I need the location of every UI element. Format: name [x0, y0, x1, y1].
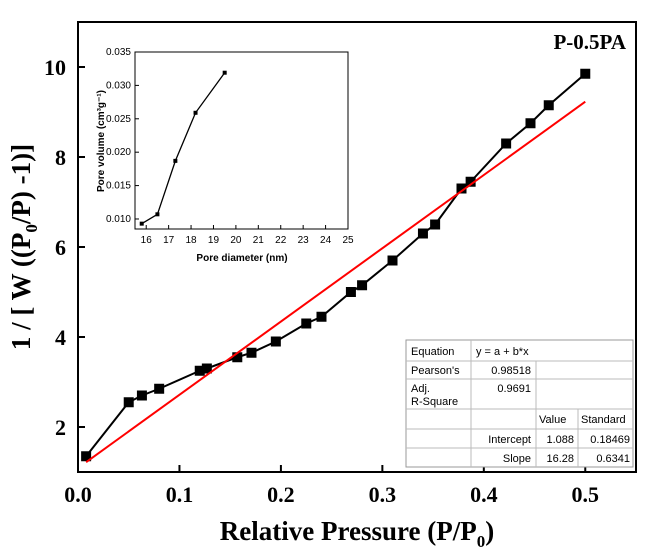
inset-x-tick-label: 22 — [275, 235, 287, 246]
fit-equation-label: Equation — [411, 346, 454, 358]
inset-y-tick-label: 0.010 — [106, 214, 131, 225]
main-x-axis-title: Relative Pressure (P/P0) — [220, 516, 494, 548]
inset-x-tick-label: 20 — [230, 235, 242, 246]
inset-y-tick-label: 0.025 — [106, 114, 131, 125]
inset-y-ticks: 0.010 0.015 0.020 0.025 0.030 0.035 — [106, 47, 139, 225]
main-y-tick-label: 6 — [55, 235, 66, 260]
main-y-tick-label: 10 — [44, 55, 66, 80]
inset-x-tick-label: 25 — [342, 235, 354, 246]
inset-x-tick-label: 18 — [185, 235, 197, 246]
inset-x-tick-label: 16 — [141, 235, 153, 246]
inset-y-tick-label: 0.015 — [106, 181, 131, 192]
fit-col-value: Value — [539, 414, 566, 426]
fit-adj-label-1: Adj. — [411, 383, 430, 395]
inset-x-tick-label: 17 — [163, 235, 175, 246]
main-data-point — [136, 390, 147, 401]
inset-x-tick-label: 24 — [320, 235, 332, 246]
inset-data-point — [193, 110, 198, 115]
main-data-point — [430, 219, 441, 230]
main-data-point — [81, 451, 92, 462]
main-data-point — [345, 287, 356, 297]
inset-data-point — [173, 158, 178, 163]
inset-data-point — [222, 70, 227, 75]
main-data-point — [543, 100, 554, 111]
fit-intercept-value: 1.088 — [546, 434, 574, 446]
main-data-point — [316, 311, 327, 322]
main-data-point — [154, 383, 165, 394]
main-x-ticks: 0.0 0.1 0.2 0.3 0.4 0.5 — [64, 465, 599, 507]
main-data-point — [465, 176, 476, 187]
main-x-tick-label: 0.4 — [470, 482, 498, 507]
inset-y-axis-title: Pore volume (cm³g⁻¹) — [96, 90, 107, 192]
fit-equation-value: y = a + b*x — [476, 346, 529, 358]
fit-table: Equation y = a + b*x Pearson's 0.98518 A… — [405, 339, 634, 468]
sample-label: P-0.5PA — [553, 30, 626, 54]
fit-pearson-label: Pearson's — [411, 365, 460, 377]
main-data-point — [194, 365, 205, 376]
main-data-point — [501, 138, 512, 149]
main-series — [81, 68, 591, 464]
main-y-tick-label: 4 — [55, 325, 66, 350]
main-data-point — [201, 363, 212, 374]
inset-x-axis-title: Pore diameter (nm) — [196, 253, 287, 264]
main-data-point — [246, 347, 257, 358]
inset-x-ticks: 16 17 18 19 20 21 22 23 24 25 — [141, 225, 354, 246]
fit-intercept-label: Intercept — [488, 434, 531, 446]
main-x-tick-label: 0.0 — [64, 482, 92, 507]
main-y-ticks: 2 4 6 8 10 — [44, 55, 85, 440]
main-x-tick-label: 0.1 — [166, 482, 194, 507]
main-y-tick-label: 2 — [55, 415, 66, 440]
main-fit-line — [85, 100, 586, 464]
main-y-tick-label: 8 — [55, 145, 66, 170]
inset-plot-frame — [134, 51, 349, 230]
fit-adj-value: 0.9691 — [497, 383, 531, 395]
main-data-point — [123, 397, 134, 408]
inset-x-tick-label: 21 — [253, 235, 265, 246]
inset-x-tick-label: 19 — [208, 235, 220, 246]
fit-slope-value: 16.28 — [546, 453, 574, 465]
main-x-tick-label: 0.3 — [369, 482, 397, 507]
main-data-point — [232, 352, 243, 363]
main-data-point — [456, 183, 467, 194]
inset-y-tick-label: 0.035 — [106, 47, 131, 58]
inset-x-tick-label: 23 — [298, 235, 310, 246]
main-series-line — [85, 72, 586, 457]
inset-data-point — [139, 221, 144, 226]
main-x-tick-label: 0.5 — [572, 482, 600, 507]
inset-series — [139, 70, 227, 226]
fit-col-standard: Standard — [581, 414, 626, 426]
main-x-tick-label: 0.2 — [267, 482, 295, 507]
fit-slope-label: Slope — [503, 453, 531, 465]
main-data-point — [417, 228, 428, 239]
inset-y-tick-label: 0.030 — [106, 80, 131, 91]
inset-data-point — [155, 212, 160, 217]
fit-pearson-value: 0.98518 — [491, 365, 531, 377]
inset-y-tick-label: 0.020 — [106, 147, 131, 158]
main-data-point — [270, 336, 281, 347]
fit-slope-standard: 0.6341 — [596, 453, 630, 465]
main-y-axis-title: 1 / [ W ((P0/P) -1)] — [6, 144, 41, 350]
main-data-point — [357, 280, 368, 291]
fit-intercept-standard: 0.18469 — [590, 434, 630, 446]
main-data-point — [580, 68, 591, 79]
main-data-point — [525, 118, 536, 129]
main-data-point — [301, 318, 312, 329]
fit-adj-label-2: R-Square — [411, 396, 458, 408]
main-data-point — [387, 255, 398, 266]
